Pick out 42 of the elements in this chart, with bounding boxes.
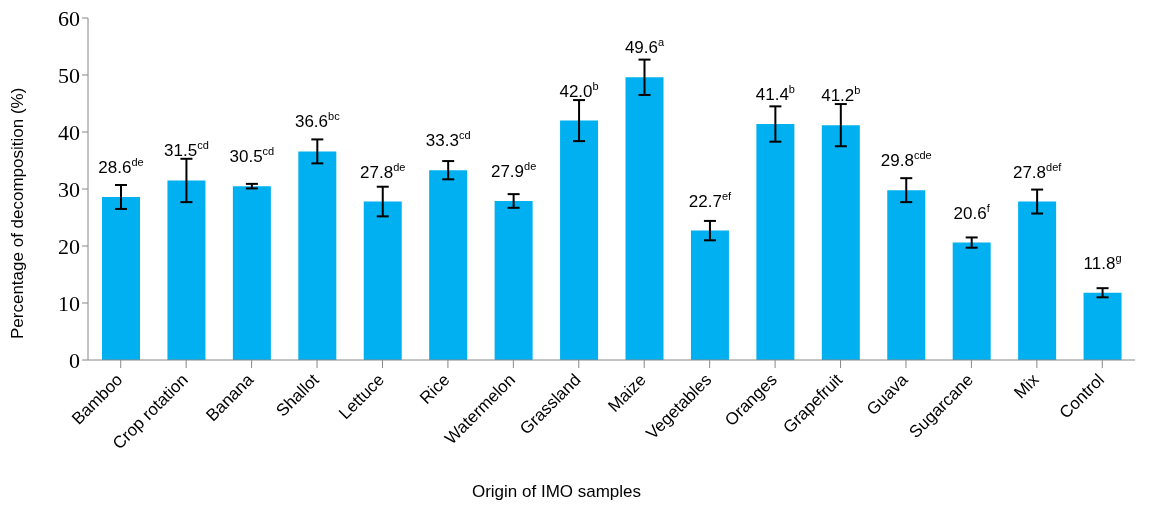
bar (560, 120, 599, 360)
bar (494, 200, 533, 360)
bar (167, 180, 206, 360)
y-tick-label: 20 (58, 233, 80, 259)
data-label: 31.5$^{cd}$ (164, 139, 209, 161)
x-axis-title: Origin of IMO samples (471, 482, 642, 501)
x-tick-label: Mix (1010, 369, 1043, 403)
data-label: 49.6$^{a}$ (624, 36, 665, 58)
data-label: 41.4$^{b}$ (755, 83, 795, 105)
y-tick-label: 30 (58, 176, 80, 202)
bar (887, 190, 926, 360)
bar (1083, 292, 1122, 360)
bar (690, 230, 729, 360)
data-label: 28.6$^{de}$ (98, 155, 144, 177)
y-axis-title: Percentage of decomposition (%) (8, 87, 28, 339)
data-label: 27.8$^{de}$ (360, 160, 406, 182)
data-label: 29.8$^{cde}$ (880, 149, 932, 171)
bar (1018, 201, 1057, 360)
y-tick-label: 50 (58, 62, 80, 88)
bar (625, 77, 664, 360)
data-label: 42.0$^{b}$ (559, 79, 599, 101)
data-label: 36.6$^{bc}$ (294, 110, 341, 132)
bar (232, 186, 271, 360)
bar (429, 170, 468, 360)
data-label: 11.8$^{g}$ (1083, 251, 1122, 273)
y-tick-label: 0 (69, 347, 80, 373)
bar (102, 196, 140, 360)
data-label: 22.7$^{ef}$ (688, 189, 733, 211)
data-label: 30.5$^{cd}$ (229, 145, 275, 167)
bar (756, 124, 795, 360)
data-label: 27.8$^{def}$ (1012, 160, 1063, 182)
y-tick-label: 40 (58, 119, 80, 145)
bar (821, 125, 860, 360)
data-label: 27.9$^{de}$ (490, 159, 537, 181)
data-label: 41.2$^{b}$ (821, 84, 861, 106)
bar (952, 242, 991, 360)
data-label: 20.6$^{f}$ (953, 201, 991, 223)
bar (298, 151, 337, 360)
y-tick-label: 60 (58, 5, 80, 31)
data-label: 33.3$^{cd}$ (425, 129, 471, 151)
y-tick-label: 10 (58, 290, 80, 316)
bar (363, 201, 402, 360)
